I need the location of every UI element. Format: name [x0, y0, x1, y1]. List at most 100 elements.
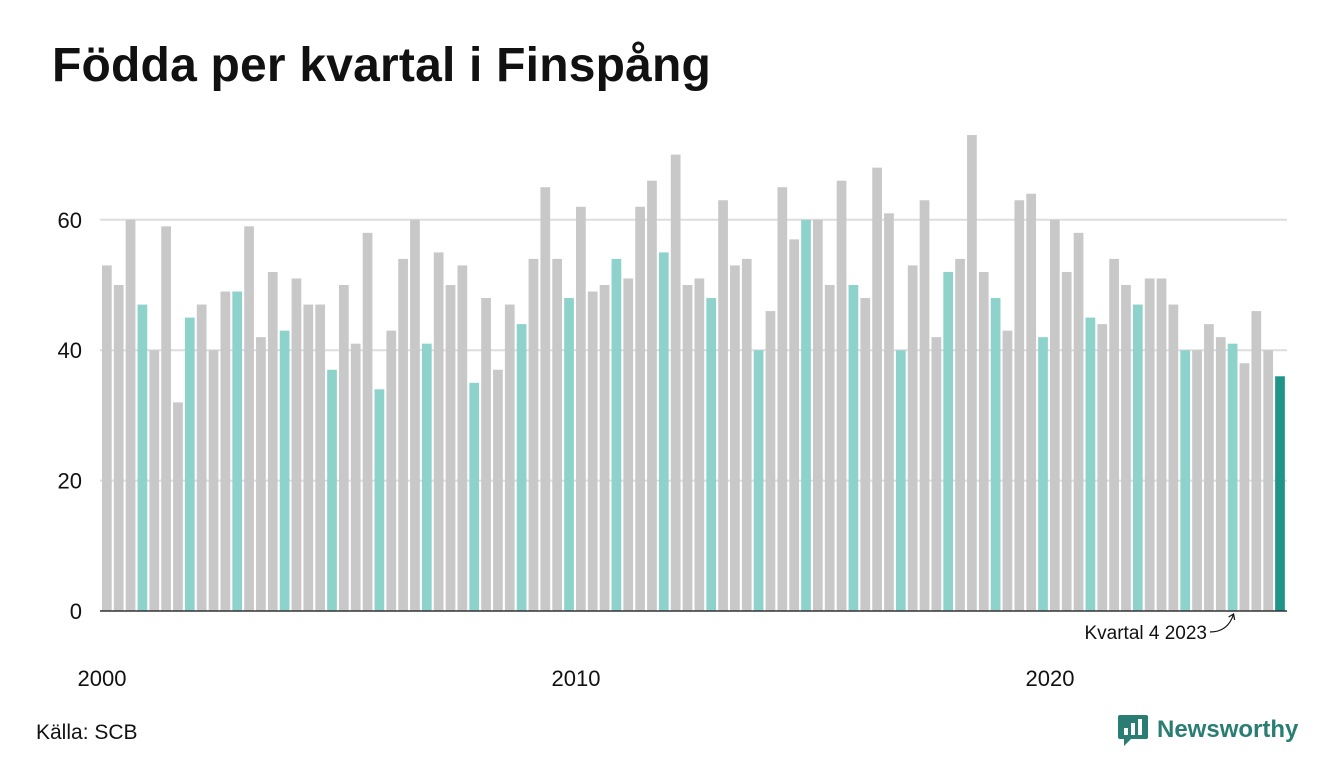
bar	[220, 291, 231, 611]
bar	[682, 285, 693, 611]
bar	[1144, 278, 1155, 611]
bar	[208, 350, 219, 611]
bar	[576, 206, 586, 611]
bar	[990, 298, 1001, 611]
bar	[1038, 337, 1048, 611]
bar	[327, 369, 337, 611]
annotation-group: Kvartal 4 2023	[1084, 613, 1236, 644]
bar	[884, 213, 894, 611]
bar	[1180, 350, 1191, 611]
bar	[279, 330, 290, 611]
y-tick-label: 40	[58, 338, 82, 363]
bar	[919, 200, 930, 612]
bar	[1239, 363, 1250, 611]
bar	[718, 200, 728, 612]
bar	[955, 258, 965, 611]
y-axis-ticks: 0 20 40 60	[58, 208, 82, 624]
bar	[860, 298, 871, 611]
brand-logo: Newsworthy	[1117, 713, 1298, 747]
bar	[137, 304, 148, 611]
bar	[398, 258, 408, 611]
bar	[516, 324, 527, 611]
bar	[611, 258, 622, 611]
bar	[895, 350, 906, 611]
bar	[1050, 219, 1060, 612]
bar	[421, 343, 432, 611]
y-tick-label: 60	[58, 208, 82, 233]
bar	[1121, 285, 1131, 611]
bar	[1156, 278, 1167, 611]
bar	[256, 337, 266, 611]
bar	[457, 265, 468, 611]
bar	[907, 265, 918, 611]
bar	[777, 187, 788, 611]
bar	[469, 382, 480, 611]
bar	[232, 291, 243, 611]
bar	[552, 258, 563, 611]
bar	[350, 343, 361, 611]
bar	[125, 219, 136, 612]
y-tick-label: 0	[70, 599, 82, 624]
bar	[1132, 304, 1143, 611]
bar	[102, 265, 112, 611]
source-note: Källa: SCB	[36, 721, 138, 744]
gridlines	[100, 218, 1287, 482]
bar	[872, 167, 882, 611]
bar	[1192, 350, 1202, 611]
bar	[1275, 376, 1285, 611]
bar	[1014, 200, 1025, 612]
bar	[967, 135, 977, 612]
bar-chart: 0 20 40 60 2000 2010 2020 Kvartal 4 2023	[58, 135, 1287, 691]
bar	[931, 337, 942, 611]
bar	[658, 252, 669, 611]
bar	[433, 252, 444, 611]
bar	[848, 285, 859, 611]
bar	[540, 187, 551, 611]
bar	[753, 350, 764, 611]
bar	[244, 226, 254, 611]
bar	[184, 317, 195, 611]
chart-title: Födda per kvartal i Finspång	[52, 39, 712, 92]
bar	[801, 219, 811, 612]
bar	[196, 304, 207, 611]
y-tick-label: 20	[58, 469, 82, 494]
annotation-label: Kvartal 4 2023	[1084, 623, 1207, 644]
bar	[291, 278, 302, 611]
bar-chart-logo-icon	[1118, 715, 1148, 746]
bar	[1026, 193, 1037, 611]
x-tick-label: 2000	[78, 666, 127, 691]
bar	[528, 258, 539, 611]
bar	[410, 219, 420, 612]
bar	[623, 278, 634, 611]
bar	[1085, 317, 1096, 611]
bar	[943, 271, 954, 611]
bar	[362, 232, 373, 611]
x-tick-label: 2010	[552, 666, 601, 691]
bar	[1109, 258, 1119, 611]
bar	[694, 278, 705, 611]
bar	[1227, 343, 1238, 611]
bar	[339, 285, 349, 611]
bar	[824, 285, 835, 611]
bar	[670, 154, 681, 611]
bar	[635, 206, 645, 611]
bar	[1073, 232, 1084, 611]
bar	[564, 298, 574, 611]
bars	[102, 135, 1285, 612]
bar	[706, 298, 717, 611]
bar	[1263, 350, 1274, 611]
bar	[1061, 271, 1072, 611]
bar	[1215, 337, 1226, 611]
bar	[267, 271, 278, 611]
bar	[113, 285, 124, 611]
annotation-arrow	[1209, 613, 1236, 633]
bar	[1002, 330, 1013, 611]
bar	[1204, 324, 1214, 611]
bar	[813, 219, 823, 612]
bar	[481, 298, 491, 611]
bar	[504, 304, 515, 611]
bar	[789, 239, 800, 612]
bar	[741, 258, 752, 611]
bar	[1251, 311, 1262, 611]
bar	[303, 304, 314, 611]
